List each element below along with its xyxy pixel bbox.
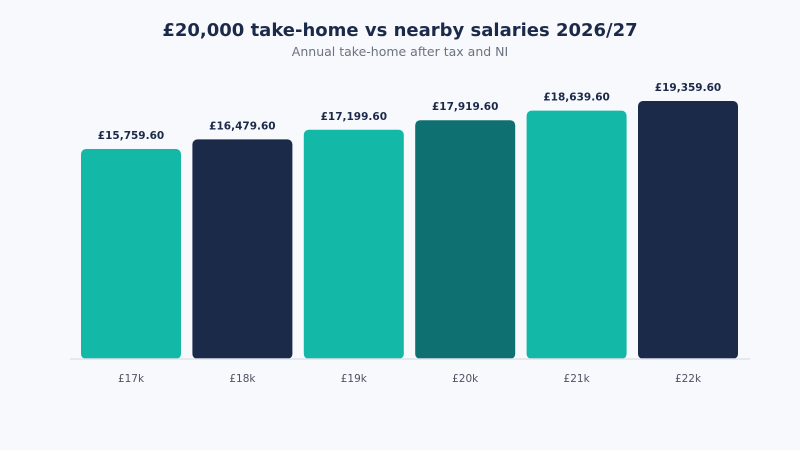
bars-group: £15,759.60 £17k £16,479.60 £18k £17,199.60 £1… bbox=[81, 82, 738, 385]
chart-title: £20,000 take-home vs nearby salaries 202… bbox=[162, 20, 637, 41]
data-label-0: £15,759.60 bbox=[98, 130, 164, 142]
bar-2 bbox=[303, 129, 404, 359]
data-label-4: £18,639.60 bbox=[543, 92, 609, 104]
bar-3 bbox=[415, 120, 516, 359]
data-label-1: £16,479.60 bbox=[209, 120, 275, 132]
data-label-3: £17,919.60 bbox=[432, 101, 498, 113]
bar-5 bbox=[638, 101, 738, 359]
x-tick-label-2: £19k bbox=[341, 373, 368, 385]
x-tick-label-3: £20k bbox=[452, 373, 479, 385]
data-label-5: £19,359.60 bbox=[655, 82, 721, 94]
x-tick-label-4: £21k bbox=[564, 373, 591, 385]
x-tick-label-0: £17k bbox=[118, 373, 145, 385]
x-tick-label-1: £18k bbox=[229, 373, 256, 385]
data-label-2: £17,199.60 bbox=[321, 111, 387, 123]
chart-subtitle: Annual take-home after tax and NI bbox=[292, 44, 508, 59]
bar-1 bbox=[192, 139, 293, 359]
bar-0 bbox=[81, 149, 181, 359]
bar-4 bbox=[526, 110, 627, 359]
x-tick-label-5: £22k bbox=[675, 373, 702, 385]
